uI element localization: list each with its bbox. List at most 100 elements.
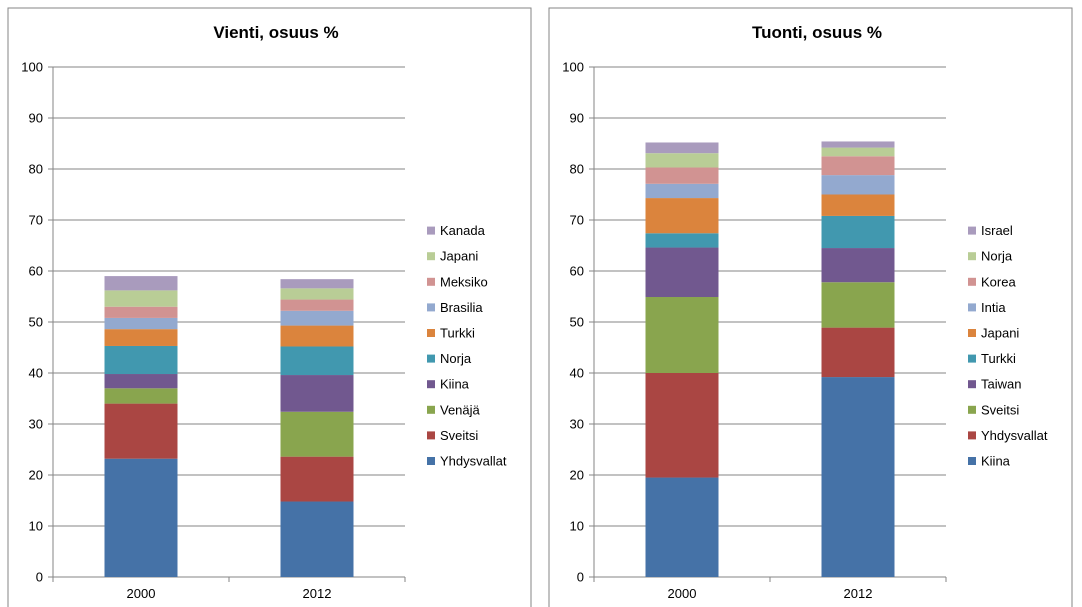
- bar-segment: [821, 377, 895, 577]
- x-tick-label: 2012: [844, 586, 873, 601]
- legend-label: Brasilia: [440, 300, 483, 315]
- legend-label: Venäjä: [440, 402, 481, 417]
- export-chart-panel: Vienti, osuus % 0 10 20 30 40 50 60 70 80 90 100 200…: [7, 7, 532, 607]
- legend-swatch: [968, 405, 976, 414]
- bar-segment: [104, 276, 178, 291]
- bar-segment: [645, 167, 719, 184]
- y-tick-label: 50: [570, 315, 584, 330]
- bar-segment: [280, 346, 354, 376]
- bar-segment: [645, 142, 719, 154]
- y-tick-label: 20: [570, 468, 584, 483]
- chart-border: [548, 7, 1073, 607]
- legend-label: Sveitsi: [440, 428, 478, 443]
- legend-label: Meksiko: [440, 274, 488, 289]
- legend-swatch: [968, 303, 976, 312]
- export-chart: Vienti, osuus % 0 10 20 30 40 50 60 70 80 90 100 200…: [7, 7, 532, 607]
- bar-segment: [645, 297, 719, 373]
- import-chart: Tuonti, osuus % 0 10 20 30 40 50 60 70 80 90 100 200…: [548, 7, 1073, 607]
- bar-segment: [821, 327, 895, 378]
- legend-swatch: [427, 226, 435, 235]
- bar-segment: [104, 374, 178, 389]
- bar-segment: [645, 153, 719, 168]
- bar-segment: [280, 501, 354, 577]
- bar-segment: [280, 411, 354, 457]
- legend-label: Yhdysvallat: [981, 428, 1048, 443]
- bar-segment: [280, 375, 354, 412]
- chart-title: Tuonti, osuus %: [752, 23, 882, 42]
- legend-label: Turkki: [440, 326, 475, 341]
- bar-segment: [104, 345, 178, 375]
- bar-segment: [280, 456, 354, 502]
- y-tick-label: 60: [29, 264, 43, 279]
- legend-label: Taiwan: [981, 377, 1021, 392]
- legend-swatch: [427, 303, 435, 312]
- legend-label: Norja: [440, 351, 472, 366]
- legend-swatch: [427, 457, 435, 465]
- legend-label: Kiina: [981, 454, 1011, 469]
- y-tick-label: 10: [29, 519, 43, 534]
- y-tick-label: 70: [570, 213, 584, 228]
- y-tick-label: 80: [29, 162, 43, 177]
- legend-swatch: [427, 277, 435, 286]
- x-tick-label: 2000: [127, 586, 156, 601]
- y-tick-label: 40: [29, 366, 43, 381]
- y-tick-label: 80: [570, 162, 584, 177]
- chart-title: Vienti, osuus %: [213, 23, 338, 42]
- legend-label: Japani: [440, 249, 478, 264]
- bar-segment: [104, 317, 178, 330]
- legend-swatch: [968, 380, 976, 389]
- import-chart-panel: Tuonti, osuus % 0 10 20 30 40 50 60 70 80 90 100 200…: [541, 0, 1082, 607]
- y-tick-label: 70: [29, 213, 43, 228]
- bar-segment: [645, 477, 719, 577]
- legend-swatch: [968, 457, 976, 465]
- y-tick-label: 0: [577, 570, 584, 585]
- bar-segment: [645, 198, 719, 234]
- legend-swatch: [427, 431, 435, 440]
- legend-swatch: [968, 277, 976, 286]
- bar-segment: [280, 299, 354, 311]
- bar-segment: [645, 373, 719, 478]
- bar-segment: [104, 388, 178, 404]
- bar-segment: [280, 325, 354, 347]
- legend-label: Korea: [981, 274, 1016, 289]
- bar-segment: [104, 306, 178, 318]
- y-tick-label: 100: [562, 60, 584, 75]
- y-tick-label: 90: [29, 111, 43, 126]
- legend-label: Intia: [981, 300, 1006, 315]
- y-tick-label: 100: [21, 60, 43, 75]
- legend-label: Turkki: [981, 351, 1016, 366]
- y-tick-label: 50: [29, 315, 43, 330]
- chart-border: [7, 7, 532, 607]
- bar-segment: [645, 247, 719, 298]
- legend-swatch: [427, 380, 435, 389]
- legend-label: Norja: [981, 249, 1013, 264]
- legend-label: Israel: [981, 223, 1013, 238]
- bar-segment: [821, 175, 895, 195]
- x-tick-label: 2000: [668, 586, 697, 601]
- bar-segment: [280, 310, 354, 326]
- bar-segment: [821, 194, 895, 216]
- y-tick-label: 60: [570, 264, 584, 279]
- bar-segment: [280, 288, 354, 300]
- legend-swatch: [427, 354, 435, 363]
- y-tick-label: 40: [570, 366, 584, 381]
- legend-swatch: [968, 354, 976, 363]
- legend-label: Kanada: [440, 223, 486, 238]
- legend-swatch: [968, 431, 976, 440]
- bar-segment: [821, 215, 895, 249]
- bar-segment: [280, 279, 354, 289]
- y-tick-label: 20: [29, 468, 43, 483]
- y-tick-label: 10: [570, 519, 584, 534]
- bar-segment: [104, 290, 178, 307]
- bar-segment: [645, 233, 719, 248]
- bar-segment: [821, 147, 895, 157]
- bar-segment: [104, 403, 178, 459]
- bar-segment: [821, 156, 895, 176]
- bar-segment: [821, 141, 895, 148]
- legend-swatch: [427, 405, 435, 414]
- bar-segment: [104, 458, 178, 577]
- legend-swatch: [968, 252, 976, 261]
- y-tick-label: 0: [36, 570, 43, 585]
- legend-swatch: [427, 329, 435, 337]
- y-tick-label: 30: [29, 417, 43, 432]
